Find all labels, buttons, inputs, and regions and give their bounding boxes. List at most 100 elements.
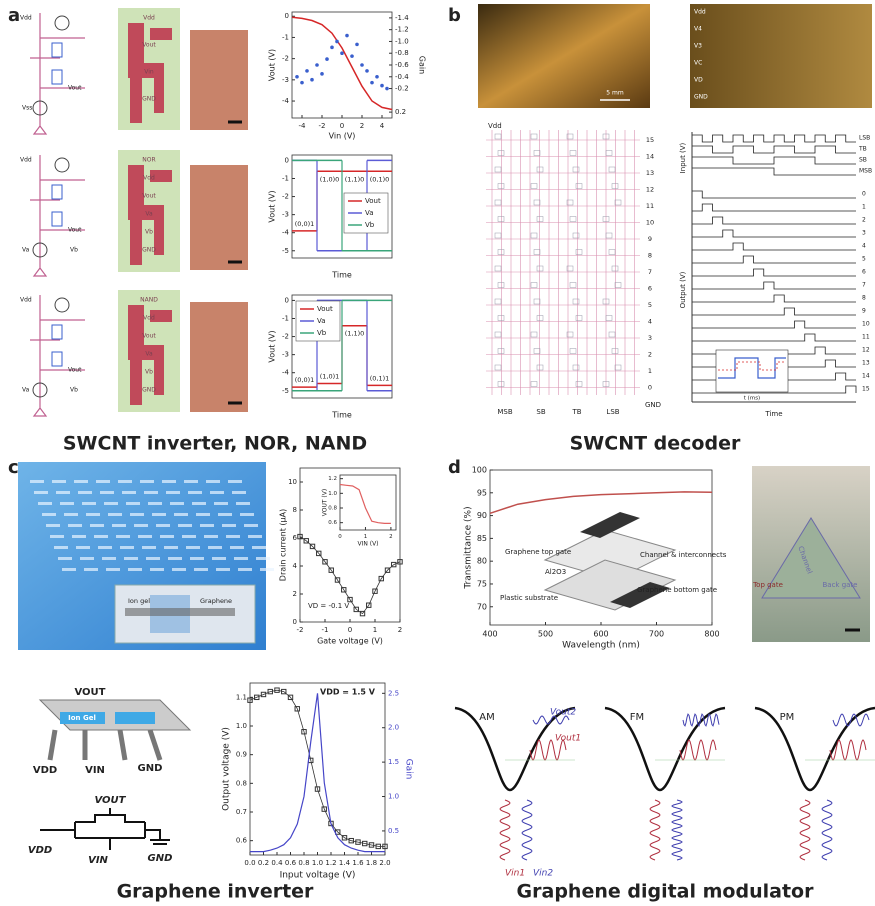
circuit-label: Vout [68,367,82,374]
x-tick-label: 1.8 [366,859,377,867]
device-array [38,502,52,505]
state-label: (1,1)0 [345,175,365,183]
y-tick-label: 10 [288,478,297,486]
y-tick-label: 95 [477,488,487,497]
signal-label: Vout1 [555,734,581,744]
signal-label: Vin1 [505,869,525,879]
y-tick-label: -3 [282,351,289,359]
device-array [196,513,210,516]
device-array [236,502,250,505]
circuit-label: Va [22,387,30,394]
circuit-label: Vb [70,387,78,394]
x-axis-label: Vin (V) [329,132,356,141]
decoder-output-label: 12 [646,186,654,194]
y-tick-label: 1.2 [328,476,337,482]
y-tick-label: 0.7 [236,808,247,816]
gain-point [320,72,324,76]
stack-label: Channel & interconnects [640,551,727,559]
pin-label: GND [694,94,708,101]
y-axis-label: Vout (V) [268,190,277,222]
decoder-output-label: 2 [648,351,652,359]
x-tick-label: 500 [538,630,553,639]
x-axis-label: Time [764,410,782,418]
device-array [200,524,214,527]
input-label: TB [858,146,867,153]
x-tick-label: 0.0 [244,859,255,867]
circuit-label: VOUT [94,795,126,806]
x-tick-label: 2 [360,122,364,130]
device-array [58,557,72,560]
device-array [116,535,130,538]
photo-label: Ion gel [128,597,150,605]
annotation: VDD = 1.5 V [320,688,376,697]
y-tick-label: 0.8 [236,779,247,787]
output-label: 11 [862,334,870,341]
x-tick-label: -1 [322,626,329,634]
device-array [118,480,132,483]
circuit-label: Vout [68,85,82,92]
device-array [252,546,266,549]
x-tick-label: -2 [297,626,304,634]
x-tick-label: 1.6 [352,859,364,867]
circuit-label: Vdd [20,297,32,304]
decoder-output-label: 6 [648,285,652,293]
layout-label: Vout [142,333,156,340]
modulation-label: AM [479,712,494,723]
state-label: (0,0)1 [295,220,315,228]
photo-label: Top gate [752,581,783,589]
output-label: 7 [862,282,866,289]
device-array [228,480,242,483]
device-label: GND [138,763,163,774]
legend-label: Vb [317,329,327,337]
device-array [100,491,114,494]
x-tick-label: 1.4 [339,859,351,867]
output-label: 15 [862,386,870,393]
x-axis-label: Time [331,411,352,420]
device-array [148,502,162,505]
inset-label: t (ms) [744,396,760,402]
figure: aSWCNT inverter, NOR, NANDVddVoutVssVddV… [0,0,875,906]
supply-label: Vdd [488,122,502,130]
device-array [128,568,142,571]
device-array [74,480,88,483]
gain-point [370,81,374,85]
y-axis-label: Output voltage (V) [222,727,232,811]
x-tick-label: 0.6 [285,859,297,867]
device-array [72,535,86,538]
y-tick-label: -3 [282,211,289,219]
device-array [194,568,208,571]
device-array [218,513,232,516]
device-array [94,535,108,538]
layout-label: Vout [142,42,156,49]
pin-label: V4 [694,26,702,33]
device-array [138,535,152,538]
y-axis-label: Output (V) [679,271,687,308]
x-tick-label: 400 [482,630,497,639]
panel-label: d [448,457,461,478]
caption: SWCNT decoder [570,433,741,455]
circuit-label: VIN [88,855,108,866]
device-array [46,524,60,527]
device-array [232,491,246,494]
y-tick-label: 1.0 [328,491,337,497]
device-array [160,535,174,538]
y-tick-label: 1.0 [236,722,247,730]
input-label: LSB [606,408,619,416]
device-array [124,557,138,560]
y2-tick-label: -1.2 [395,26,409,34]
y-tick-label: 1.1 [236,693,247,701]
circuit-label: Vss [22,105,32,112]
device-array [184,480,198,483]
y2-tick-label: -1.0 [395,37,409,45]
decoder-output-label: 7 [648,268,652,276]
device-array [146,557,160,560]
y-tick-label: -2 [282,55,289,63]
photo-label: Back gate [822,581,857,589]
y-tick-label: 8 [293,506,297,514]
device-array [174,513,188,516]
y2-tick-label: -0.4 [395,73,409,81]
y-tick-label: -2 [282,193,289,201]
device-array [34,491,48,494]
device-array [64,513,78,516]
x-tick-label: -2 [319,122,326,130]
